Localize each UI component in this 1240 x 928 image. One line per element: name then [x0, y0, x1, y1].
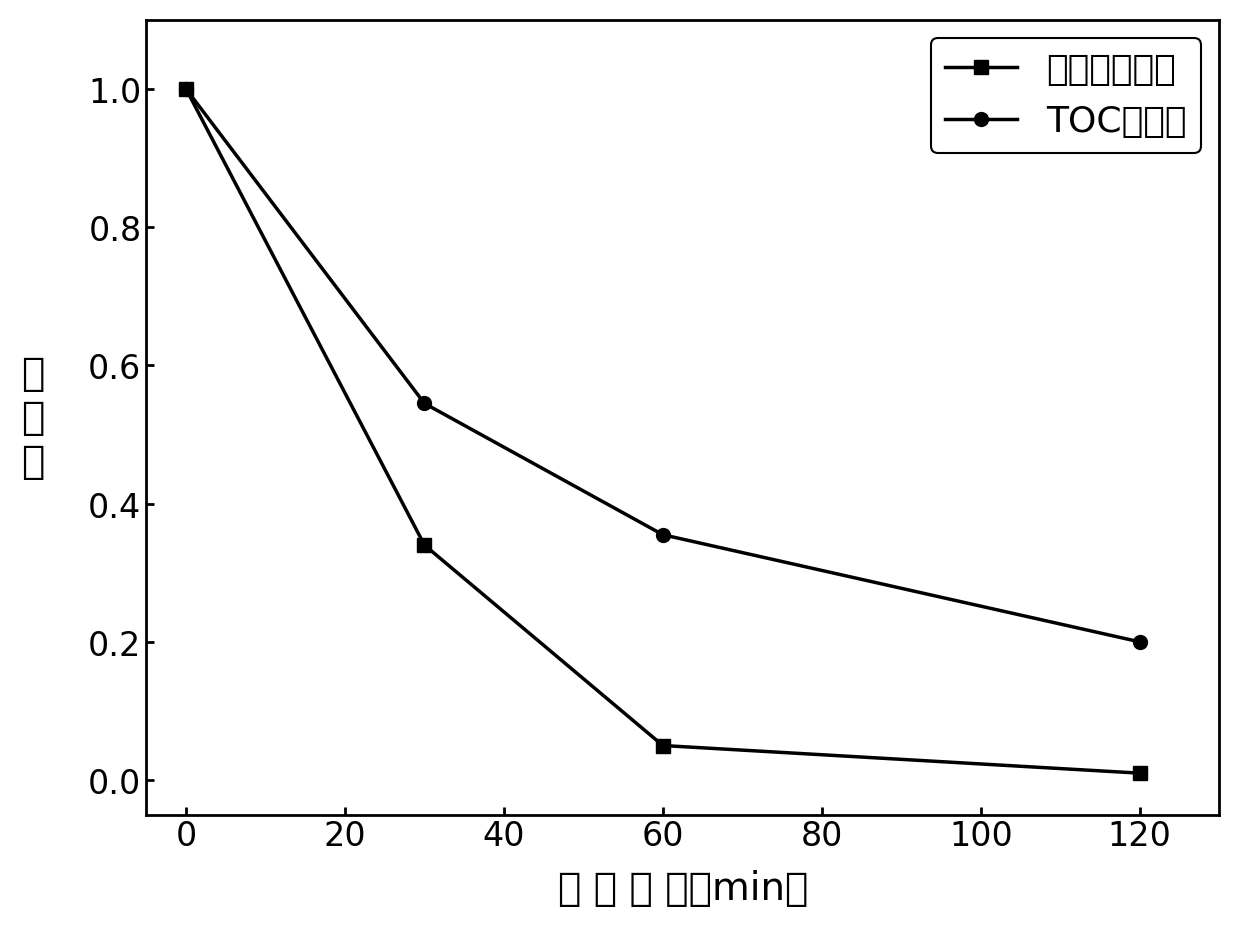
可见光降解率 — [1132, 767, 1147, 779]
TOC降解率 — [1132, 637, 1147, 648]
X-axis label: 反 应 时 间（min）: 反 应 时 间（min） — [558, 870, 808, 908]
TOC降解率 — [179, 84, 193, 96]
可见光降解率 — [417, 540, 432, 551]
TOC降解率 — [656, 530, 671, 541]
可见光降解率 — [179, 84, 193, 96]
Line: 可见光降解率: 可见光降解率 — [179, 83, 1147, 780]
Legend: 可见光降解率, TOC降解率: 可见光降解率, TOC降解率 — [930, 39, 1202, 154]
Y-axis label: 降
解
率: 降 解 率 — [21, 354, 45, 481]
Line: TOC降解率: TOC降解率 — [179, 83, 1147, 649]
可见光降解率 — [656, 741, 671, 752]
TOC降解率 — [417, 398, 432, 409]
